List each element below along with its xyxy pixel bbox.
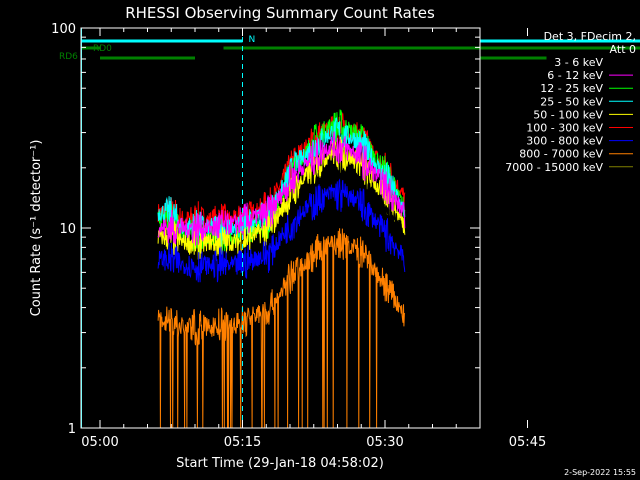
legend-label: 300 - 800 keV: [526, 135, 603, 148]
y-tick-label: 10: [59, 222, 76, 237]
annotation-n: N: [81, 35, 640, 45]
annotation-label: N: [249, 35, 256, 45]
legend-label: 800 - 7000 keV: [519, 148, 603, 161]
series-trace: [157, 228, 406, 429]
legend-label: 12 - 25 keV: [540, 82, 603, 95]
x-tick-label: 05:00: [81, 435, 118, 450]
annotation-rd0: RD0: [81, 44, 640, 54]
legend-label: 100 - 300 keV: [526, 122, 603, 135]
legend-label: 50 - 100 keV: [533, 108, 603, 121]
x-tick-label: 05:15: [224, 435, 261, 450]
annotation-label: RD6: [59, 52, 78, 62]
y-tick-label: 1: [68, 422, 76, 437]
chart-title: RHESSI Observing Summary Count Rates: [125, 4, 435, 22]
x-tick-label: 05:45: [509, 435, 546, 450]
legend-label: 7000 - 15000 keV: [505, 161, 603, 174]
legend-header-line-2: Att 0: [610, 43, 636, 56]
axis-ticks: 05:0005:1505:3005:4506:0006:1506:3011010…: [51, 22, 546, 450]
series-300-800-kev: [157, 178, 406, 283]
annotation-rd6: RD6: [59, 52, 547, 62]
x-tick-label: 05:30: [366, 435, 403, 450]
x-axis-label: Start Time (29-Jan-18 04:58:02): [176, 456, 384, 471]
legend-label: 25 - 50 keV: [540, 95, 603, 108]
annotation-label: RD0: [93, 44, 112, 54]
y-tick-label: 100: [51, 22, 76, 37]
series-6-12-kev: [157, 131, 406, 246]
generated-timestamp: 2-Sep-2022 15:55: [564, 468, 636, 477]
legend-label: 3 - 6 keV: [554, 56, 603, 69]
y-axis-label: Count Rate (s⁻¹ detector⁻¹): [29, 140, 44, 317]
series-trace: [157, 131, 406, 246]
series-trace: [157, 178, 406, 283]
series-800-7000-kev: [157, 228, 406, 429]
legend-label: 6 - 12 keV: [547, 69, 603, 82]
legend-header-line-1: Det 3, FDecim 2,: [544, 30, 636, 43]
